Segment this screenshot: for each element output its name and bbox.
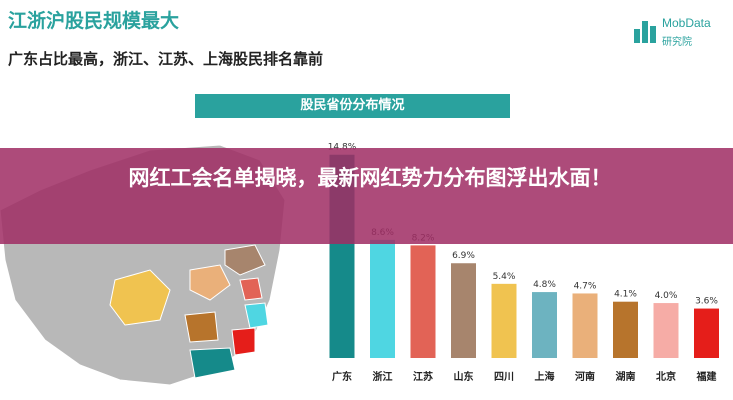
map-province-jiangsu: [239, 277, 263, 301]
map-province-hunan: [184, 311, 219, 343]
category-label: 山东: [454, 370, 474, 383]
logo-subname: 研究院: [662, 37, 692, 48]
bar-value-label: 4.1%: [614, 290, 637, 300]
bar-8: [613, 301, 638, 358]
bar-value-label: 4.7%: [574, 281, 597, 291]
headline-banner: [0, 148, 733, 244]
bar-4: [451, 263, 476, 358]
category-label: 福建: [696, 370, 718, 383]
bar-value-label: 4.0%: [655, 291, 678, 301]
mobdata-logo: MobData 研究院: [632, 15, 728, 51]
map-province-shandong: [224, 244, 266, 276]
bar-value-label: 6.9%: [452, 251, 475, 261]
map-province-fujian: [231, 327, 256, 356]
mobdata-logo-icon: [634, 21, 656, 43]
bar-10: [694, 308, 719, 358]
page-subtitle: 广东占比最高，浙江、江苏、上海股民排名靠前: [8, 50, 324, 68]
bar-3: [410, 245, 436, 358]
map-province-zhejiang: [244, 302, 269, 329]
bar-value-label: 3.6%: [695, 297, 718, 307]
category-label: 上海: [535, 370, 555, 383]
bar-value-label: 4.8%: [533, 280, 556, 290]
page-title: 江浙沪股民规模最大: [8, 10, 180, 32]
bar-value-label: 5.4%: [493, 272, 516, 282]
category-label: 江苏: [413, 370, 433, 383]
category-label: 北京: [656, 370, 676, 383]
logo-name: MobData: [662, 16, 711, 30]
category-label: 河南: [575, 370, 595, 383]
bar-5: [491, 283, 517, 358]
category-label: 浙江: [373, 370, 393, 383]
bar-value-label: 14.8%: [328, 143, 357, 153]
map-province-henan: [189, 264, 231, 301]
bar-2: [370, 239, 395, 358]
chart-title: 股民省份分布情况: [195, 94, 510, 118]
bar-9: [653, 303, 679, 358]
map-province-guangdong: [189, 347, 236, 379]
category-label: 广东: [332, 370, 352, 383]
bar-6: [532, 292, 557, 358]
headline-text[interactable]: 网红工会名单揭晓，最新网红势力分布图浮出水面！: [128, 166, 612, 190]
bar-7: [572, 293, 598, 358]
map-province-sichuan: [109, 269, 171, 326]
category-label: 湖南: [616, 370, 636, 383]
category-label: 四川: [494, 371, 514, 383]
